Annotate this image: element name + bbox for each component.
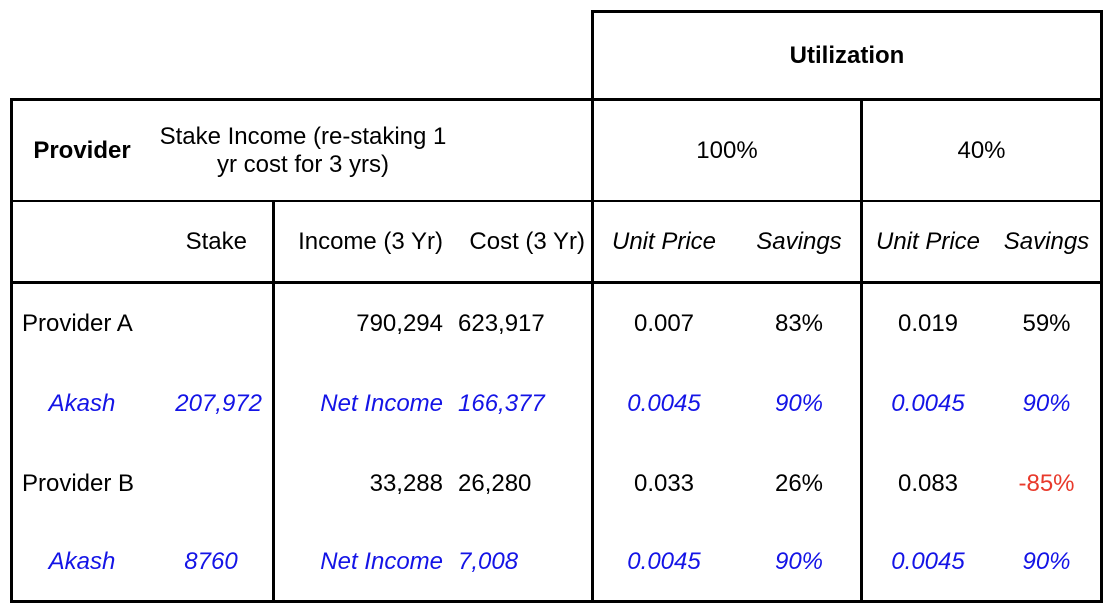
row-akash-1-stake: 207,972: [175, 390, 262, 418]
border-bottom: [10, 600, 1103, 603]
row-akash-2-net-income-label: Net Income: [320, 548, 443, 576]
row-provider-a-unit-price-100: 0.007: [633, 310, 695, 338]
row-provider-a-income: 790,294: [356, 310, 443, 338]
row-akash-2-stake: 8760: [184, 548, 238, 576]
row-akash-2-unit-price-100: 0.0045: [627, 548, 701, 576]
row-provider-a-unit-price-40: 0.019: [897, 310, 959, 338]
col-unit-price-100: Unit Price: [611, 227, 717, 255]
row-provider-b-unit-price-40: 0.083: [897, 470, 959, 498]
border-left: [10, 98, 13, 603]
row-akash-2-name: Akash: [48, 548, 116, 576]
row-provider-b-unit-price-100: 0.033: [633, 470, 695, 498]
row-provider-b-savings-40: -85%: [1018, 470, 1075, 498]
stake-income-header: Stake Income (re-staking 1 yr cost for 3…: [159, 122, 447, 178]
utilization-40-header: 40%: [957, 136, 1006, 164]
col-income: Income (3 Yr): [298, 227, 443, 255]
row-akash-1-net-income: 166,377: [458, 390, 545, 418]
utilization-header: Utilization: [789, 41, 905, 69]
col-stake: Stake: [185, 227, 247, 255]
row-akash-1-savings-100: 90%: [774, 390, 824, 418]
row-akash-2-savings-100: 90%: [774, 548, 824, 576]
col-unit-price-40: Unit Price: [875, 227, 981, 255]
row-provider-a-name: Provider A: [22, 310, 133, 338]
row-akash-1-unit-price-100: 0.0045: [627, 390, 701, 418]
row-provider-a-cost: 623,917: [458, 310, 545, 338]
border-header-mid: [10, 200, 1103, 202]
utilization-100-header: 100%: [696, 136, 758, 164]
border-right: [1100, 10, 1103, 603]
row-provider-a-savings-100: 83%: [774, 310, 824, 338]
row-akash-1-unit-price-40: 0.0045: [891, 390, 965, 418]
col-savings-40: Savings: [1003, 227, 1090, 255]
row-akash-2-savings-40: 90%: [1022, 548, 1071, 576]
row-akash-1-net-income-label: Net Income: [320, 390, 443, 418]
col-cost: Cost (3 Yr): [469, 227, 585, 255]
row-akash-2-net-income: 7,008: [458, 548, 519, 576]
col-savings-100: Savings: [756, 227, 842, 255]
row-provider-a-savings-40: 59%: [1022, 310, 1071, 338]
row-provider-b-name: Provider B: [22, 470, 135, 498]
row-provider-b-cost: 26,280: [458, 470, 532, 498]
border-stake-right: [272, 200, 275, 603]
border-top-utilization: [591, 10, 1103, 13]
border-columns-bottom: [10, 281, 1103, 284]
provider-header: Provider: [33, 136, 131, 164]
border-header-top: [10, 98, 1103, 101]
row-provider-b-savings-100: 26%: [774, 470, 824, 498]
row-provider-b-income: 33,288: [369, 470, 443, 498]
row-akash-2-unit-price-40: 0.0045: [891, 548, 965, 576]
border-40-left: [860, 98, 863, 603]
border-util-left: [591, 10, 594, 603]
row-akash-1-name: Akash: [48, 390, 116, 418]
row-akash-1-savings-40: 90%: [1022, 390, 1071, 418]
